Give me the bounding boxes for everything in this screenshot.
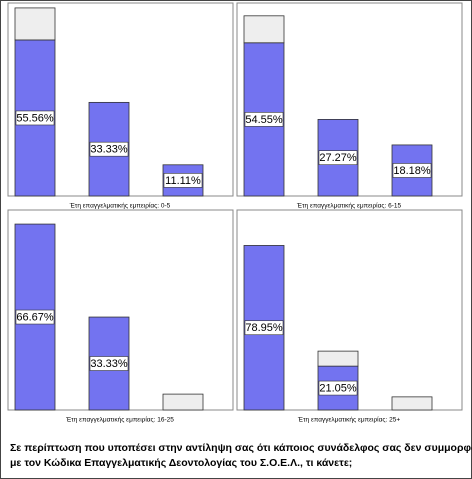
data-label: 33.33%	[90, 358, 128, 370]
bar-segment	[14, 7, 56, 41]
bar-segment	[162, 393, 204, 411]
data-label: 18.18%	[393, 165, 431, 177]
caption-line: Σε περίπτωση που υποπέσει στην αντίληψη …	[10, 442, 472, 454]
label-box	[89, 356, 129, 371]
data-label: 55.56%	[16, 112, 54, 124]
label-box	[89, 141, 129, 157]
label-box	[318, 150, 358, 166]
caption-line: με τον Κώδικα Επαγγελματικής Δεοντολογία…	[10, 457, 352, 469]
data-label: 27.27%	[319, 152, 357, 164]
x-label: Έτη επαγγελματικής εμπειρίας: 25+	[297, 416, 400, 424]
data-label: 11.11%	[165, 175, 201, 187]
label-box	[318, 380, 358, 396]
bar-segment	[243, 15, 285, 44]
label-box	[15, 110, 55, 126]
label-box	[244, 320, 284, 336]
data-label: 78.95%	[245, 322, 283, 334]
data-label: 33.33%	[90, 144, 128, 156]
data-label: 21.05%	[319, 382, 357, 394]
data-label: 66.67%	[16, 311, 54, 323]
label-box	[392, 163, 432, 178]
label-box	[15, 309, 55, 325]
bar-segment	[317, 350, 359, 367]
x-label: Έτη επαγγελματικής εμπειρίας: 16-25	[65, 416, 174, 424]
x-label: Έτη επαγγελματικής εμπειρίας: 0-5	[69, 202, 171, 210]
label-box	[163, 173, 203, 188]
data-label: 54.55%	[245, 114, 283, 126]
x-label: Έτη επαγγελματικής εμπειρίας: 6-15	[296, 202, 402, 210]
bar-segment	[391, 396, 433, 411]
label-box	[244, 112, 284, 127]
